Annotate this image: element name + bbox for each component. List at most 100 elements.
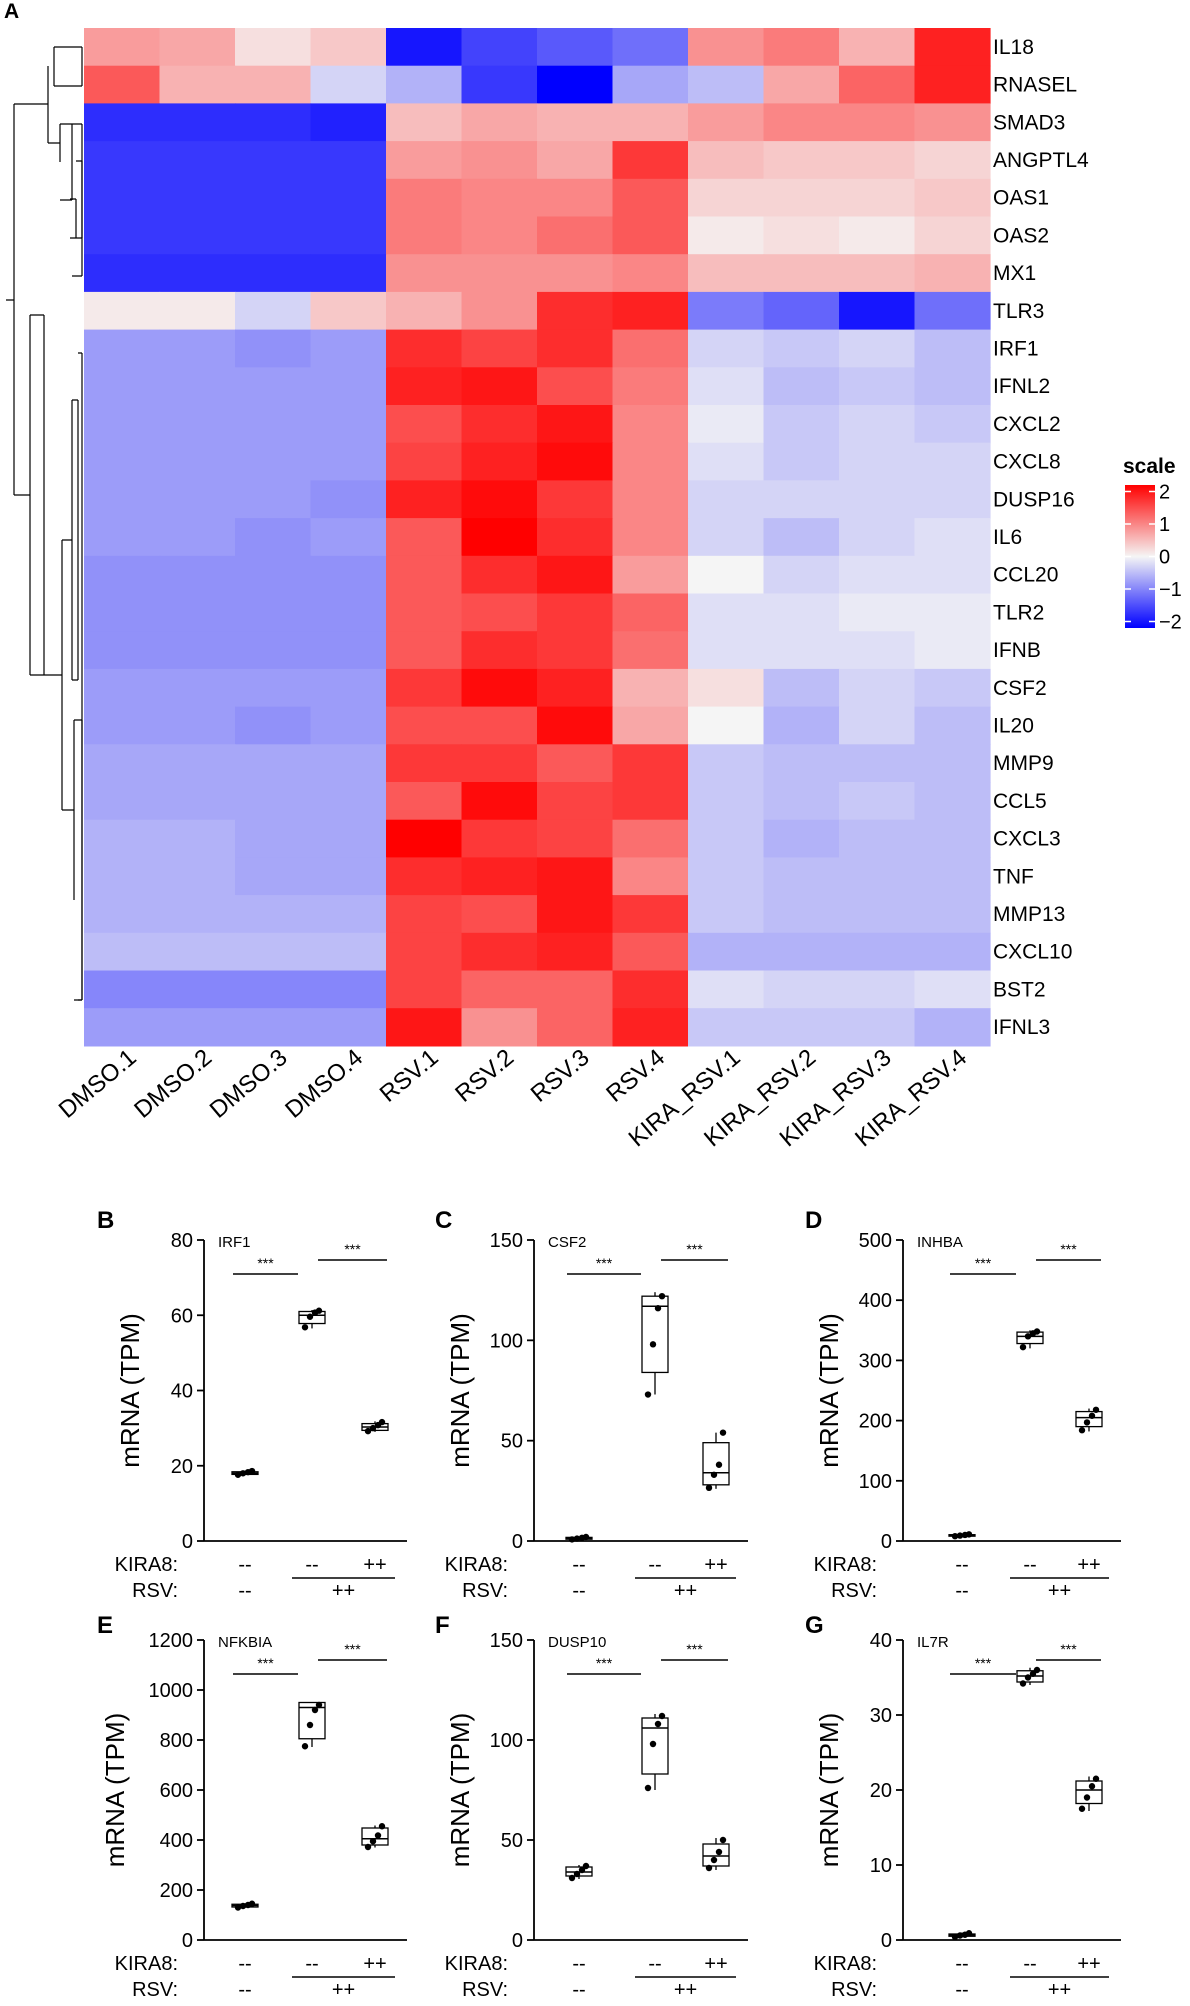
y-tick-label: 100	[490, 1330, 523, 1352]
heatmap-cell	[839, 65, 916, 104]
heatmap-cell	[461, 895, 538, 934]
heatmap-cell	[688, 819, 765, 858]
heatmap-cell	[159, 367, 236, 406]
data-point	[965, 1531, 973, 1538]
heatmap-cell	[461, 932, 538, 972]
data-point	[965, 1930, 973, 1937]
heatmap-cell	[235, 932, 312, 972]
data-point	[239, 1470, 247, 1477]
gene-label: DUSP10	[548, 1634, 606, 1651]
data-point	[248, 1900, 256, 1907]
rsv-value: --	[955, 1979, 968, 2001]
box-group	[298, 1307, 326, 1331]
heatmap-cell	[612, 970, 689, 1009]
y-tick-label: 20	[171, 1456, 193, 1478]
heatmap-cell	[386, 480, 463, 519]
heatmap-cell	[537, 178, 614, 218]
heatmap-column-label: DMSO.2	[129, 1044, 217, 1124]
heatmap-cell	[612, 442, 689, 481]
y-tick-label: 0	[512, 1930, 523, 1952]
heatmap-cell	[612, 254, 689, 293]
heatmap-cell	[235, 329, 312, 368]
heatmap-cell	[461, 141, 538, 180]
colorbar-tick-label: 0	[1159, 547, 1170, 569]
colorbar-title: scale	[1123, 455, 1176, 478]
heatmap-cell	[461, 28, 538, 67]
heatmap-cell	[839, 141, 916, 180]
data-point	[951, 1532, 959, 1540]
significance-label: ***	[686, 1241, 703, 1257]
heatmap-row-label: IL20	[993, 715, 1034, 738]
box-group	[702, 1429, 730, 1492]
heatmap-cell	[84, 329, 161, 368]
heatmap-cell	[84, 782, 161, 821]
heatmap-cell	[310, 895, 387, 934]
heatmap-cell	[839, 782, 916, 821]
heatmap-cell	[914, 782, 991, 821]
heatmap-cell	[688, 141, 765, 180]
heatmap-row-label: MMP9	[993, 752, 1054, 775]
heatmap-cell	[839, 367, 916, 406]
data-point	[582, 1533, 590, 1541]
box-panel-d: 0 100 200 300 400 500 mRNA (TPM) INHBA *** *** KIR…	[814, 1230, 1121, 1602]
y-tick-label: 60	[171, 1305, 193, 1327]
heatmap-cell	[688, 480, 765, 519]
heatmap-cell	[159, 895, 236, 934]
data-point	[654, 1305, 662, 1312]
heatmap-cell	[386, 895, 463, 934]
heatmap-row-label: RNASEL	[993, 74, 1077, 97]
y-axis-label: mRNA (TPM)	[814, 1713, 844, 1868]
heatmap-cell	[461, 706, 538, 745]
data-point	[1019, 1343, 1027, 1351]
heatmap-cell	[763, 857, 840, 896]
heatmap-cell	[763, 782, 840, 821]
rsv-value: ++	[332, 1979, 355, 2001]
heatmap-cell	[386, 744, 463, 783]
heatmap-cell	[84, 706, 161, 745]
data-point	[719, 1429, 727, 1436]
heatmap-cell	[386, 819, 463, 858]
kira8-value: ++	[363, 1554, 386, 1576]
heatmap-cell	[763, 518, 840, 557]
heatmap-cell	[839, 178, 916, 218]
heatmap-cell	[612, 216, 689, 255]
heatmap-cell	[386, 216, 463, 255]
heatmap-cell	[461, 1008, 538, 1047]
heatmap-cell	[763, 555, 840, 595]
heatmap-cell	[235, 141, 312, 180]
heatmap-column-label: RSV.3	[526, 1044, 595, 1108]
heatmap-cell	[612, 141, 689, 180]
box-panels: 0 20 40 60 80 mRNA (TPM) IRF1 *** *** KIRA8: RSV: -…	[100, 1230, 1121, 2001]
heatmap-cell	[537, 480, 614, 519]
heatmap-cell	[235, 518, 312, 557]
rsv-value: --	[572, 1580, 585, 1602]
heatmap-cell	[84, 65, 161, 104]
heatmap-row-label: TLR3	[993, 300, 1044, 323]
data-point	[306, 1721, 314, 1729]
heatmap-row-label: OAS2	[993, 224, 1049, 247]
heatmap-cell	[612, 65, 689, 104]
heatmap-cell	[688, 631, 765, 670]
heatmap-cell	[235, 480, 312, 519]
heatmap-cell	[386, 28, 463, 67]
heatmap-cell	[763, 367, 840, 406]
heatmap-row-label: IL18	[993, 36, 1034, 59]
data-point	[658, 1292, 666, 1300]
heatmap-row-label: OAS1	[993, 187, 1049, 210]
colorbar-tick-label: −1	[1159, 579, 1182, 601]
heatmap-cell	[612, 706, 689, 745]
heatmap-cell	[537, 593, 614, 632]
rsv-value: --	[572, 1979, 585, 2001]
heatmap-cell	[235, 178, 312, 218]
heatmap-cell	[914, 216, 991, 255]
data-point	[710, 1471, 718, 1478]
heatmap-cell	[84, 555, 161, 595]
heatmap-cell	[612, 631, 689, 670]
heatmap-column-label: DMSO.1	[54, 1044, 142, 1124]
heatmap-cell	[159, 329, 236, 368]
panel-letter: D	[805, 1207, 822, 1234]
colorbar-ticks: 2 1 0 −1 −2	[1125, 482, 1182, 634]
heatmap-cell	[914, 706, 991, 745]
rsv-value: ++	[1048, 1580, 1071, 1602]
y-tick-label: 300	[859, 1350, 892, 1372]
